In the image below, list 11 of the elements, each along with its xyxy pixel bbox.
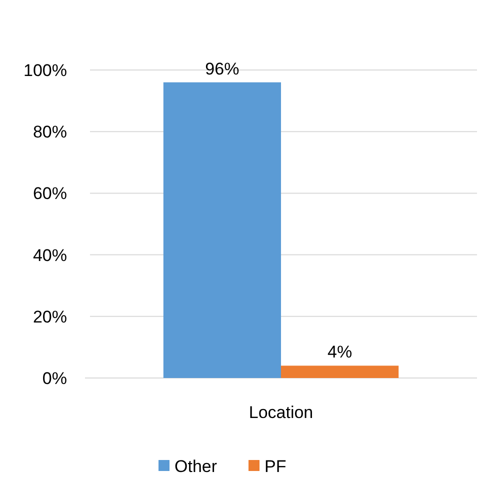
legend-label: PF xyxy=(264,456,286,476)
y-tick-label: 20% xyxy=(32,307,67,326)
y-tick-label: 40% xyxy=(32,246,67,265)
legend-label: Other xyxy=(174,456,218,476)
data-label: 96% xyxy=(205,59,240,78)
y-tick-label: 0% xyxy=(42,368,67,388)
y-tick-label: 80% xyxy=(32,122,67,142)
x-tick-label: Location xyxy=(248,403,314,422)
y-tick-label: 100% xyxy=(24,60,67,80)
data-label: 4% xyxy=(328,342,352,362)
y-tick-label: 60% xyxy=(32,184,67,204)
